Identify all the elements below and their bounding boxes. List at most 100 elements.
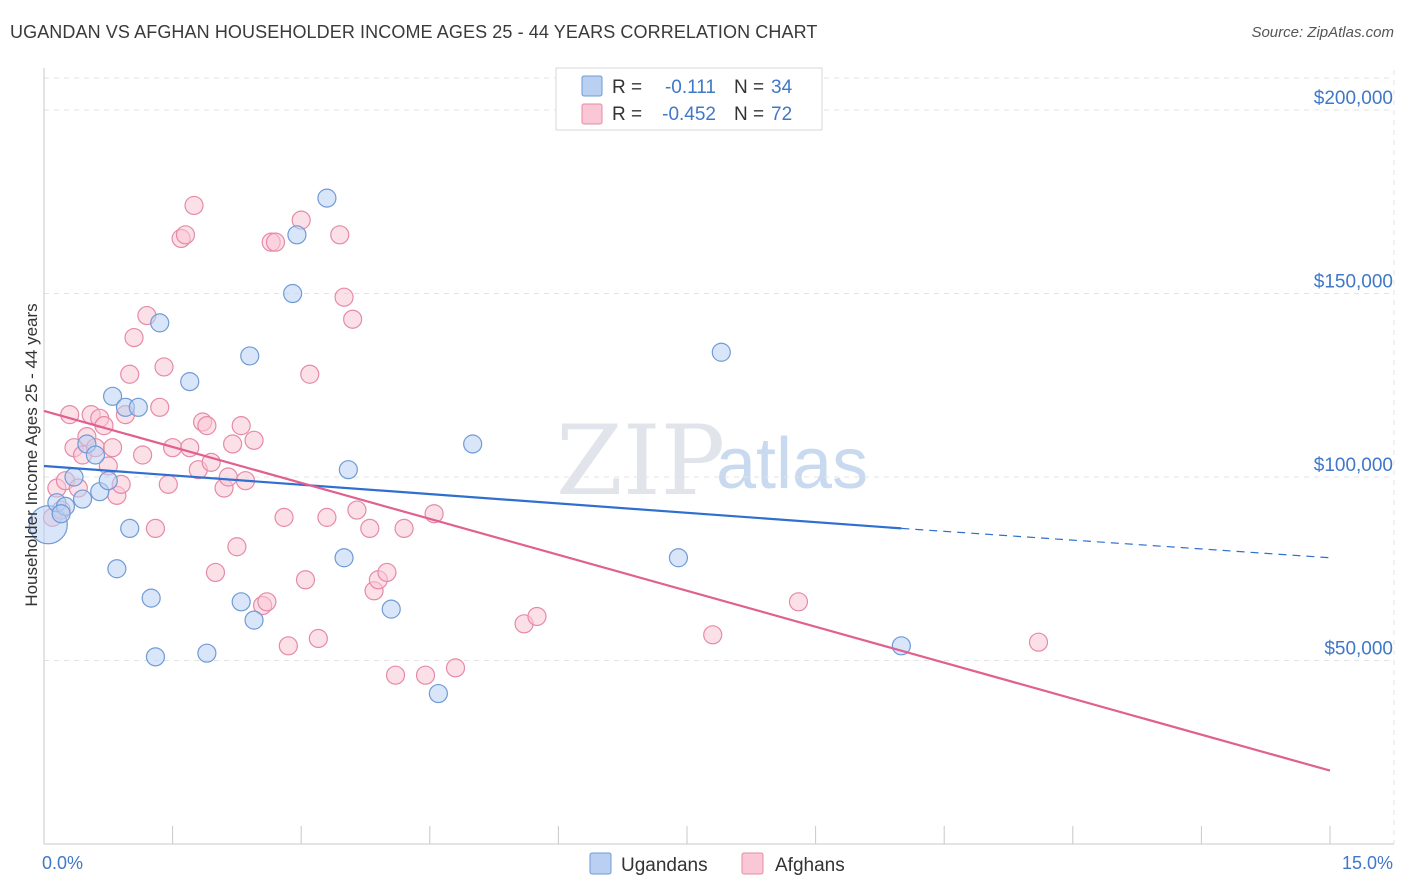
afghans-point <box>1028 632 1049 652</box>
ugandans-point <box>240 346 260 366</box>
ugandans-point <box>150 313 170 333</box>
ugandans-point <box>145 647 166 667</box>
afghans-point <box>788 592 809 612</box>
y-tick-label: $150,000 <box>1314 272 1393 293</box>
afghans-point <box>385 665 406 685</box>
ugandans-point <box>668 548 689 568</box>
bottom-legend-swatch-ugandans <box>589 852 612 875</box>
ugandans-point <box>334 548 354 568</box>
ugandans-point <box>381 599 401 619</box>
ugandans-point <box>107 559 127 579</box>
afghans-point <box>334 287 354 307</box>
y-tick-label: $200,000 <box>1314 88 1393 109</box>
x-tick-label-max: 15.0% <box>1342 853 1393 873</box>
afghans-point <box>205 562 226 583</box>
legend-n-label-afghans: N = <box>734 104 764 125</box>
afghans-trend-line <box>43 409 1331 772</box>
afghans-point <box>244 430 264 450</box>
ugandans-point <box>244 610 264 630</box>
trend-lines <box>43 409 1331 772</box>
afghans-point <box>120 364 140 384</box>
afghans-point <box>154 357 174 377</box>
afghans-point <box>102 438 123 458</box>
bottom-legend-swatch-afghans <box>741 852 764 875</box>
afghans-point <box>278 636 298 656</box>
ugandans-points <box>28 188 911 704</box>
x-tick-label-min: 0.0% <box>42 853 83 873</box>
ugandans-point <box>283 283 303 304</box>
afghans-point <box>300 364 320 384</box>
ugandans-point <box>102 386 123 406</box>
ugandans-point <box>338 460 358 480</box>
axes <box>43 68 1394 845</box>
ugandans-point <box>64 467 84 487</box>
afghans-point <box>257 592 277 612</box>
afghans-point <box>197 416 217 436</box>
watermark-atlas: atlas <box>716 424 868 504</box>
bottom-legend-label-ugandans: Ugandans <box>621 855 708 876</box>
ugandans-point <box>197 643 217 663</box>
afghans-point <box>175 225 196 245</box>
legend: R = -0.111 N = 34 R = -0.452 N = 72 <box>555 67 823 131</box>
afghans-point <box>218 467 238 487</box>
ugandans-point <box>128 397 148 417</box>
ugandans-point <box>711 342 731 362</box>
ugandans-point <box>231 592 251 612</box>
legend-r-label-afghans: R = <box>612 104 642 125</box>
afghans-point <box>227 537 247 557</box>
ugandans-point <box>98 471 118 491</box>
ugandans-point <box>463 434 483 454</box>
chart-title: UGANDAN VS AFGHAN HOUSEHOLDER INCOME AGE… <box>10 22 818 42</box>
afghans-point <box>184 195 204 216</box>
legend-n-value-ugandans: 34 <box>771 77 793 98</box>
ugandans-point <box>317 188 337 208</box>
afghans-point <box>158 474 178 494</box>
afghans-point <box>223 434 243 454</box>
legend-swatch-afghans <box>581 103 603 125</box>
watermark-zip: ZIP <box>556 405 725 517</box>
afghans-point <box>377 562 397 583</box>
afghans-point <box>703 625 723 645</box>
ugandans-trend-extension <box>901 527 1331 559</box>
afghans-point <box>265 232 286 252</box>
y-axis-title: Householder Income Ages 25 - 44 years <box>22 303 41 606</box>
afghans-point <box>150 397 170 417</box>
ugandans-trend-line <box>43 464 902 530</box>
legend-r-value-afghans: -0.452 <box>662 104 716 125</box>
afghans-points <box>42 195 1049 685</box>
legend-swatch-ugandans <box>581 75 603 97</box>
bottom-legend-label-afghans: Afghans <box>775 855 845 876</box>
afghans-point <box>343 309 363 329</box>
afghans-point <box>360 518 380 539</box>
afghans-point <box>330 225 350 245</box>
ugandans-point <box>428 683 448 704</box>
afghans-point <box>132 445 153 465</box>
afghans-point <box>274 507 294 527</box>
source-label: Source: ZipAtlas.com <box>1251 24 1394 41</box>
afghans-point <box>347 500 367 520</box>
y-tick-label: $50,000 <box>1324 639 1393 660</box>
afghans-point <box>295 570 316 590</box>
ugandans-point <box>180 372 200 392</box>
afghans-point <box>394 518 414 539</box>
ugandans-point <box>51 504 71 524</box>
afghans-point <box>445 658 466 678</box>
afghans-point <box>145 518 166 539</box>
ugandans-point <box>120 518 140 539</box>
afghans-point <box>415 665 436 685</box>
ugandans-point <box>72 489 93 509</box>
legend-r-label-ugandans: R = <box>612 77 642 98</box>
watermark: ZIP atlas <box>556 405 868 517</box>
legend-n-value-afghans: 72 <box>771 104 792 125</box>
bottom-legend: Ugandans Afghans <box>589 852 845 876</box>
ugandans-point <box>141 588 161 608</box>
ugandans-point <box>85 445 106 465</box>
afghans-point <box>527 606 547 627</box>
afghans-point <box>124 327 144 348</box>
afghans-point <box>317 507 337 527</box>
legend-r-value-ugandans: -0.111 <box>665 77 716 98</box>
y-tick-label: $100,000 <box>1314 455 1393 476</box>
afghans-point <box>231 416 251 436</box>
legend-n-label-ugandans: N = <box>734 77 764 98</box>
